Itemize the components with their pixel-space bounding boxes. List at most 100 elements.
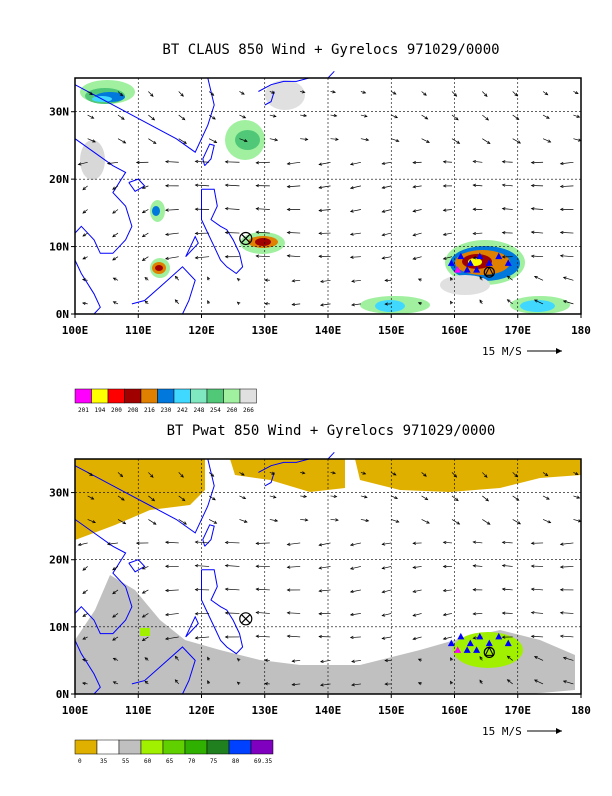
cloud-region bbox=[520, 300, 555, 312]
wind-arrow bbox=[287, 613, 300, 614]
wind-arrow bbox=[225, 233, 239, 234]
legend-label: 55 bbox=[122, 758, 130, 765]
wind-arrow bbox=[561, 232, 574, 233]
wind-arrow bbox=[561, 186, 574, 187]
x-tick-label: 110E bbox=[125, 324, 152, 337]
wind-arrow bbox=[561, 613, 574, 614]
x-tick-label: 170E bbox=[505, 704, 532, 717]
pwat-region bbox=[140, 628, 150, 636]
legend-label: 216 bbox=[144, 407, 155, 414]
wind-arrow bbox=[166, 162, 179, 163]
x-tick-label: 150E bbox=[378, 704, 405, 717]
panel-title: BT Pwat 850 Wind + Gyrelocs 971029/0000 bbox=[167, 423, 496, 439]
coastline bbox=[129, 560, 145, 572]
x-tick-label: 110E bbox=[125, 704, 152, 717]
wind-arrow bbox=[532, 636, 544, 637]
legend-swatch bbox=[207, 389, 224, 403]
cloud-region bbox=[80, 140, 105, 180]
legend-label: 266 bbox=[243, 407, 254, 414]
x-axis-ticks: 100E 110E 120E 130E 140E 150E 160E 170E 180 bbox=[62, 694, 591, 717]
cloud-region bbox=[152, 206, 160, 216]
x-tick-label: 180 bbox=[571, 704, 591, 717]
cloud-region bbox=[255, 238, 271, 246]
x-tick-label: 160E bbox=[441, 324, 468, 337]
x-tick-label: 140E bbox=[315, 704, 342, 717]
x-tick-label: 120E bbox=[188, 324, 215, 337]
wind-arrow bbox=[256, 543, 270, 544]
scale-arrow-head bbox=[556, 728, 562, 734]
cloud-region bbox=[235, 130, 260, 150]
x-tick-label: 120E bbox=[188, 704, 215, 717]
wind-arrow bbox=[256, 589, 270, 590]
x-tick-label: 160E bbox=[441, 704, 468, 717]
y-tick-label: 20N bbox=[49, 554, 69, 567]
x-tick-label: 180 bbox=[571, 324, 591, 337]
legend-label: 208 bbox=[128, 407, 139, 414]
legend-label: 200 bbox=[111, 407, 122, 414]
wind-arrow bbox=[287, 232, 300, 233]
legend-swatch bbox=[240, 389, 257, 403]
legend-label: 194 bbox=[95, 407, 106, 414]
wind-arrow bbox=[256, 636, 270, 637]
wind-arrow bbox=[256, 209, 270, 210]
coastline bbox=[129, 179, 145, 191]
x-tick-label: 130E bbox=[252, 704, 279, 717]
wind-arrow bbox=[256, 162, 270, 163]
scale-label: 15 M/S bbox=[482, 725, 522, 738]
legend-swatch bbox=[141, 389, 158, 403]
legend-swatch bbox=[224, 389, 241, 403]
wind-arrow bbox=[195, 185, 209, 186]
coastline bbox=[202, 189, 243, 273]
panel-pwat: BT Pwat 850 Wind + Gyrelocs 971029/0000 … bbox=[49, 423, 591, 765]
legend-label: 248 bbox=[194, 407, 205, 414]
wind-arrow bbox=[166, 542, 179, 543]
wind-arrow bbox=[166, 590, 179, 591]
reference-vector: 15 M/S bbox=[482, 345, 562, 358]
panel-title: BT CLAUS 850 Wind + Gyrelocs 971029/0000 bbox=[162, 42, 499, 58]
legend-swatch bbox=[158, 389, 175, 403]
legend-label: 242 bbox=[177, 407, 188, 414]
cloud-region bbox=[155, 265, 163, 271]
cloud-shading bbox=[80, 80, 570, 314]
x-tick-label: 100E bbox=[62, 324, 89, 337]
legend-swatch bbox=[75, 740, 97, 754]
wind-arrow bbox=[225, 185, 239, 186]
coastline bbox=[202, 570, 243, 654]
legend-label: 0 bbox=[78, 758, 82, 765]
reference-vector: 15 M/S bbox=[482, 725, 562, 738]
legend-swatch bbox=[185, 740, 207, 754]
legend-swatch bbox=[75, 389, 92, 403]
x-tick-label: 100E bbox=[62, 704, 89, 717]
legend-label: 70 bbox=[188, 758, 196, 765]
panel-claus: BT CLAUS 850 Wind + Gyrelocs 971029/0000… bbox=[49, 42, 591, 414]
legend-swatch bbox=[97, 740, 119, 754]
pwat-region bbox=[75, 459, 205, 540]
wind-arrow bbox=[561, 566, 574, 567]
x-tick-label: 140E bbox=[315, 324, 342, 337]
legend-swatch bbox=[141, 740, 163, 754]
scale-arrow-head bbox=[556, 348, 562, 354]
legend-swatch bbox=[108, 389, 125, 403]
legend-swatch bbox=[191, 389, 208, 403]
legend-label: 75 bbox=[210, 758, 218, 765]
legend-swatch bbox=[251, 740, 273, 754]
wind-arrow bbox=[225, 613, 239, 614]
coastline bbox=[75, 260, 100, 314]
legend-label: 65 bbox=[166, 758, 174, 765]
cloud-region bbox=[375, 300, 405, 312]
legend-swatch bbox=[163, 740, 185, 754]
wind-arrow bbox=[166, 209, 179, 210]
scale-label: 15 M/S bbox=[482, 345, 522, 358]
legend-swatch bbox=[229, 740, 251, 754]
x-tick-label: 170E bbox=[505, 324, 532, 337]
legend-label: 260 bbox=[227, 407, 238, 414]
x-tick-label: 130E bbox=[252, 324, 279, 337]
legend-label: 230 bbox=[161, 407, 172, 414]
legend-label: 254 bbox=[210, 407, 221, 414]
y-tick-label: 20N bbox=[49, 173, 69, 186]
wind-arrow bbox=[256, 256, 270, 257]
legend-label: 35 bbox=[100, 758, 108, 765]
